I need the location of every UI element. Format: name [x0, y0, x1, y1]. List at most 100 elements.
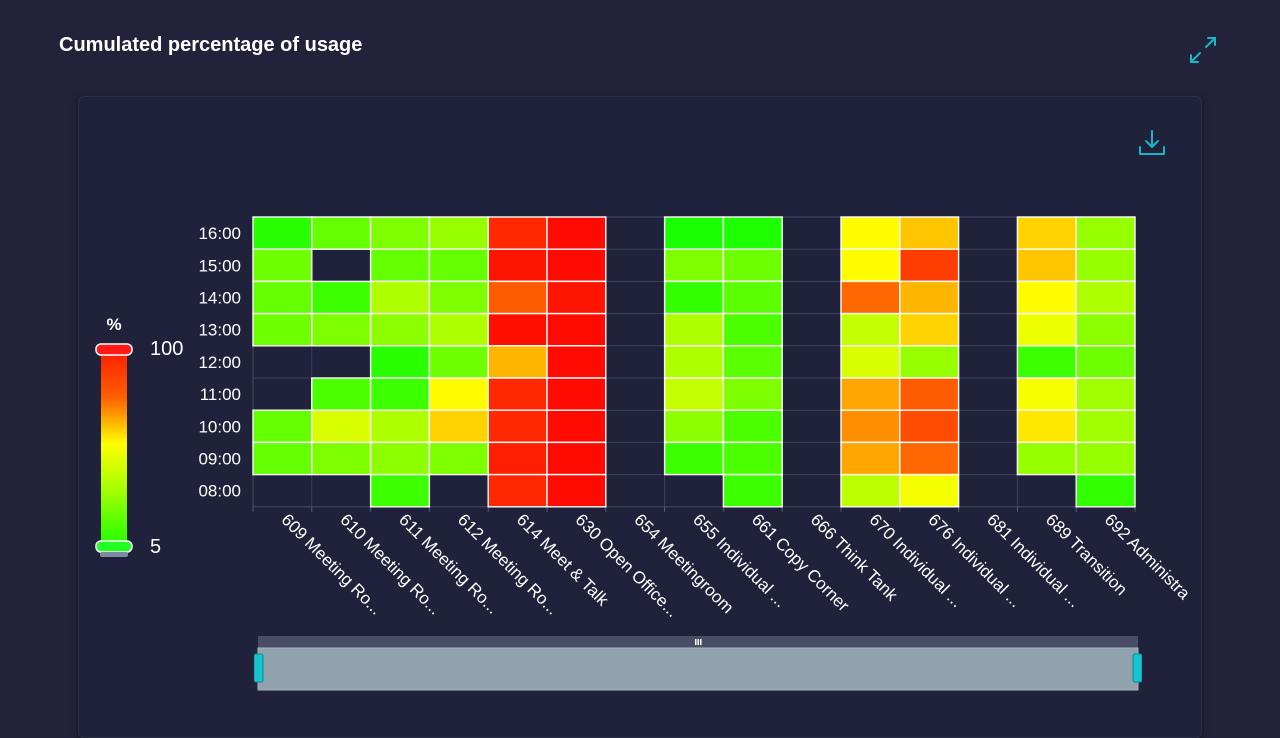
heatmap-cell[interactable]: [428, 377, 489, 411]
heatmap-cell[interactable]: [369, 409, 431, 444]
heatmap-cell[interactable]: [311, 216, 372, 250]
heatmap-cell[interactable]: [840, 345, 901, 379]
heatmap-cell[interactable]: [311, 409, 372, 444]
heatmap-cell[interactable]: [487, 473, 548, 508]
heatmap-cell[interactable]: [546, 441, 607, 476]
heatmap-cell[interactable]: [899, 441, 960, 476]
heatmap-cell[interactable]: [899, 473, 960, 508]
heatmap-cell[interactable]: [428, 248, 489, 283]
heatmap-cell[interactable]: [546, 409, 607, 444]
heatmap-cell[interactable]: [252, 409, 313, 444]
heatmap-cell[interactable]: [487, 345, 548, 379]
heatmap-cell[interactable]: [722, 312, 783, 347]
heatmap-cell[interactable]: [487, 280, 548, 315]
heatmap-cell[interactable]: [546, 216, 607, 250]
heatmap-cell[interactable]: [369, 216, 431, 250]
heatmap-cell[interactable]: [1016, 409, 1077, 444]
heatmap-cell[interactable]: [428, 409, 489, 444]
heatmap-cell[interactable]: [546, 473, 607, 508]
heatmap-cell[interactable]: [899, 377, 960, 411]
heatmap-cell[interactable]: [722, 409, 783, 444]
heatmap-cell[interactable]: [899, 312, 960, 347]
heatmap-cell[interactable]: [369, 473, 431, 508]
heatmap-cell[interactable]: [252, 312, 313, 347]
heatmap-cell[interactable]: [428, 312, 489, 347]
heatmap-cell[interactable]: [722, 345, 783, 379]
heatmap-cell[interactable]: [428, 441, 489, 476]
slider-left-handle[interactable]: [254, 653, 264, 683]
slider-window[interactable]: [257, 647, 1139, 691]
heatmap-cell[interactable]: [840, 409, 901, 444]
heatmap-cell[interactable]: [252, 248, 313, 283]
heatmap-cell[interactable]: [428, 280, 489, 315]
heatmap-cell[interactable]: [663, 409, 725, 444]
heatmap-cell[interactable]: [369, 312, 431, 347]
heatmap-cell[interactable]: [663, 345, 725, 379]
heatmap-cell[interactable]: [252, 280, 313, 315]
heatmap-cell[interactable]: [1016, 216, 1077, 250]
heatmap-cell[interactable]: [899, 248, 960, 283]
heatmap-cell[interactable]: [487, 377, 548, 411]
heatmap-cell[interactable]: [663, 248, 725, 283]
heatmap-cell[interactable]: [1075, 409, 1136, 444]
heatmap-cell[interactable]: [487, 248, 548, 283]
heatmap-cell[interactable]: [722, 377, 783, 411]
heatmap-cell[interactable]: [899, 345, 960, 379]
heatmap-cell[interactable]: [369, 280, 431, 315]
heatmap-cell[interactable]: [1016, 345, 1077, 379]
heatmap-cell[interactable]: [546, 312, 607, 347]
heatmap-cell[interactable]: [722, 248, 783, 283]
heatmap-cell[interactable]: [369, 377, 431, 411]
heatmap-cell[interactable]: [546, 377, 607, 411]
legend-min-handle[interactable]: [95, 540, 133, 553]
heatmap-cell[interactable]: [722, 473, 783, 508]
heatmap-cell[interactable]: [840, 248, 901, 283]
heatmap-cell[interactable]: [1075, 441, 1136, 476]
heatmap-cell[interactable]: [1016, 280, 1077, 315]
heatmap-cell[interactable]: [840, 473, 901, 508]
grip-icon[interactable]: [695, 639, 702, 645]
heatmap-cell[interactable]: [663, 280, 725, 315]
heatmap-cell[interactable]: [840, 312, 901, 347]
heatmap-cell[interactable]: [252, 216, 313, 250]
download-button[interactable]: [1135, 127, 1169, 161]
heatmap-cell[interactable]: [546, 248, 607, 283]
heatmap-cell[interactable]: [1075, 248, 1136, 283]
heatmap-cell[interactable]: [369, 441, 431, 476]
heatmap-cell[interactable]: [1075, 216, 1136, 250]
heatmap-cell[interactable]: [546, 345, 607, 379]
heatmap-cell[interactable]: [663, 441, 725, 476]
heatmap-cell[interactable]: [1075, 312, 1136, 347]
heatmap-cell[interactable]: [899, 280, 960, 315]
heatmap-cell[interactable]: [663, 312, 725, 347]
legend-max-handle[interactable]: [95, 343, 133, 356]
heatmap-cell[interactable]: [428, 216, 489, 250]
heatmap-cell[interactable]: [663, 216, 725, 250]
heatmap-cell[interactable]: [1016, 377, 1077, 411]
heatmap-cell[interactable]: [840, 216, 901, 250]
heatmap-cell[interactable]: [369, 248, 431, 283]
heatmap-cell[interactable]: [840, 441, 901, 476]
heatmap-cell[interactable]: [311, 280, 372, 315]
heatmap-cell[interactable]: [369, 345, 431, 379]
heatmap-cell[interactable]: [311, 441, 372, 476]
heatmap-cell[interactable]: [1016, 441, 1077, 476]
heatmap-cell[interactable]: [840, 377, 901, 411]
heatmap-cell[interactable]: [840, 280, 901, 315]
heatmap-cell[interactable]: [311, 312, 372, 347]
heatmap-cell[interactable]: [722, 216, 783, 250]
heatmap-cell[interactable]: [252, 441, 313, 476]
heatmap-cell[interactable]: [487, 409, 548, 444]
slider-right-handle[interactable]: [1132, 653, 1142, 683]
heatmap-cell[interactable]: [899, 409, 960, 444]
heatmap-cell[interactable]: [311, 377, 372, 411]
expand-button[interactable]: [1186, 33, 1220, 67]
heatmap-cell[interactable]: [487, 441, 548, 476]
heatmap-cell[interactable]: [1016, 248, 1077, 283]
heatmap-cell[interactable]: [1075, 473, 1136, 508]
heatmap-cell[interactable]: [487, 216, 548, 250]
heatmap-cell[interactable]: [1075, 280, 1136, 315]
heatmap-cell[interactable]: [487, 312, 548, 347]
heatmap-cell[interactable]: [663, 377, 725, 411]
heatmap-cell[interactable]: [722, 280, 783, 315]
